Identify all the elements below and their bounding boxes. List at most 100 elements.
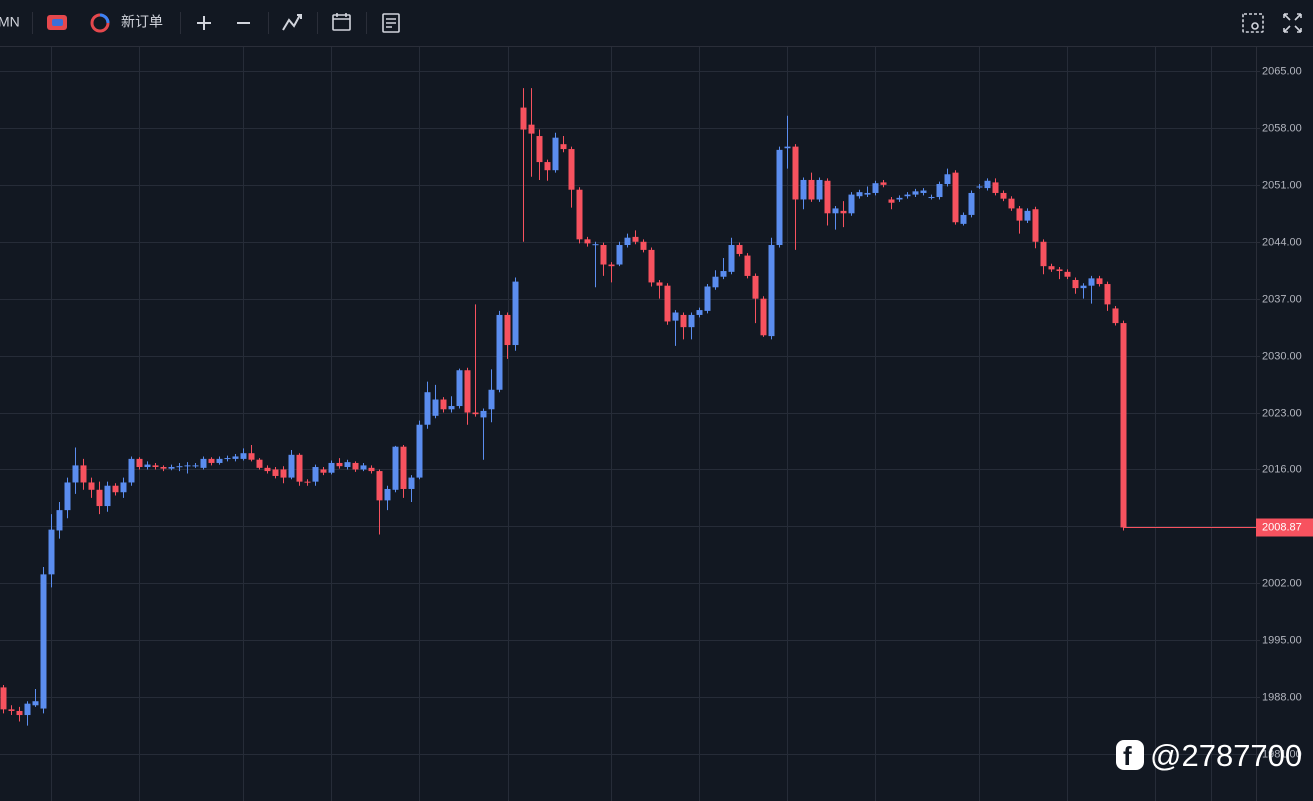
- candle-body: [704, 286, 711, 311]
- candle-body: [560, 144, 567, 150]
- candle-body: [1056, 269, 1063, 272]
- candle-body: [672, 312, 679, 321]
- candle-body: [200, 458, 207, 468]
- candle-body: [40, 574, 47, 709]
- candle-body: [120, 482, 127, 493]
- account-icon[interactable]: [47, 15, 67, 30]
- candle-body: [32, 701, 39, 706]
- fullscreen-button[interactable]: [1283, 13, 1302, 33]
- candle-body: [1088, 278, 1095, 286]
- candle-body: [648, 249, 655, 283]
- candle-body: [456, 370, 463, 407]
- candle-body: [216, 458, 223, 463]
- candle-body: [800, 179, 807, 200]
- candle-body: [208, 458, 215, 463]
- candle-body: [520, 107, 527, 130]
- candle-body: [576, 189, 583, 240]
- candle-body: [432, 399, 439, 416]
- candle-body: [8, 709, 15, 711]
- candle-body: [1040, 241, 1047, 267]
- y-tick-label: 2016.00: [1262, 463, 1302, 475]
- candle-body: [896, 197, 903, 200]
- candle-body: [808, 179, 815, 200]
- candle-body: [776, 149, 783, 246]
- candle-body: [760, 298, 767, 336]
- candle-body: [336, 462, 343, 467]
- candle-body: [824, 180, 831, 214]
- y-tick-label: 1995.00: [1262, 634, 1302, 646]
- y-tick-label: 1981.00: [1262, 748, 1302, 760]
- candle-body: [640, 241, 647, 250]
- zoom-in-button[interactable]: [197, 16, 211, 30]
- y-tick-label: 2002.00: [1262, 577, 1302, 589]
- candle-body: [608, 264, 615, 267]
- y-tick-label: 2044.00: [1262, 236, 1302, 248]
- candle-body: [176, 466, 183, 468]
- y-tick-label: 2065.00: [1262, 65, 1302, 77]
- candle-body: [1024, 210, 1031, 221]
- candle-body: [624, 237, 631, 246]
- candle-body: [64, 482, 71, 511]
- candle-body: [792, 146, 799, 200]
- candle-body: [344, 462, 351, 468]
- calendar-button[interactable]: [332, 13, 351, 31]
- timeframe-button[interactable]: MN: [0, 14, 20, 30]
- indicators-button[interactable]: [282, 14, 302, 31]
- candle-body: [304, 481, 311, 483]
- candle-body: [688, 314, 695, 328]
- candle-body: [656, 282, 663, 286]
- candle-body: [728, 245, 735, 272]
- candle-body: [552, 137, 559, 171]
- candle-body: [968, 192, 975, 215]
- candle-body: [72, 465, 79, 483]
- candle-body: [1000, 192, 1007, 199]
- candle-body: [0, 687, 7, 710]
- candle-body: [664, 285, 671, 322]
- candle-body: [944, 174, 951, 185]
- toolbar: [0, 0, 1313, 46]
- candle-body: [928, 197, 935, 199]
- candle-body: [480, 410, 487, 418]
- candle-body: [192, 465, 199, 467]
- candle-body: [1112, 308, 1119, 324]
- candle-body: [88, 482, 95, 490]
- candle-body: [48, 529, 55, 575]
- candle-body: [168, 467, 175, 469]
- candle-body: [880, 182, 887, 185]
- candle-body: [920, 190, 927, 193]
- candle-body: [296, 454, 303, 482]
- candle-body: [888, 199, 895, 203]
- y-tick-label: 2051.00: [1262, 179, 1302, 191]
- candle-body: [832, 208, 839, 214]
- candle-body: [584, 239, 591, 244]
- candle-body: [272, 469, 279, 476]
- candle-body: [1032, 209, 1039, 242]
- candle-body: [600, 245, 607, 265]
- new-order-button[interactable]: 新订单: [90, 13, 163, 33]
- candle-body: [1096, 278, 1103, 285]
- candle-body: [328, 462, 335, 473]
- candle-body: [744, 255, 751, 276]
- candle-body: [448, 406, 455, 410]
- candle-body: [224, 458, 231, 460]
- candle-body: [128, 458, 135, 483]
- candle-body: [144, 464, 151, 468]
- candle-body: [256, 459, 263, 468]
- candle-body: [536, 136, 543, 163]
- y-tick-label: 1988.00: [1262, 691, 1302, 703]
- candle-body: [96, 489, 103, 507]
- candle-body: [424, 392, 431, 425]
- notes-button[interactable]: [382, 13, 400, 33]
- screenshot-button[interactable]: [1242, 13, 1264, 33]
- y-tick-label: 2037.00: [1262, 293, 1302, 305]
- candle-body: [680, 314, 687, 328]
- candle-body: [936, 184, 943, 198]
- candle-body: [248, 453, 255, 460]
- y-tick-label: 2058.00: [1262, 122, 1302, 134]
- candle-body: [56, 510, 63, 531]
- candle-body: [1016, 208, 1023, 221]
- y-tick-label: 2030.00: [1262, 350, 1302, 362]
